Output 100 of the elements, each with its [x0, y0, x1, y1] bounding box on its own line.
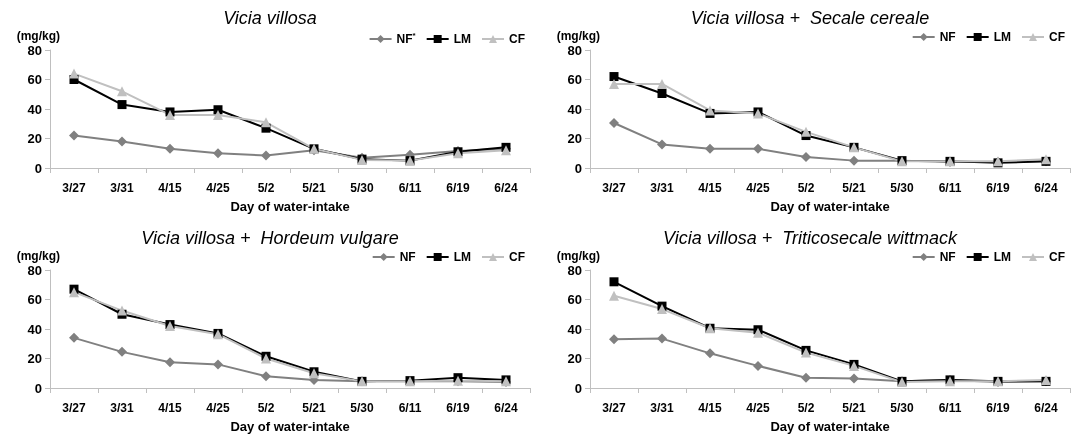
y-tick-label: 40 — [27, 321, 42, 336]
y-axis-title: (mg/kg) — [556, 248, 600, 263]
point — [261, 150, 271, 161]
point — [117, 305, 127, 316]
x-tick-label: 4/15 — [158, 181, 182, 195]
x-axis-title: Day of water-intake — [769, 199, 890, 214]
x-tick-label: 5/21 — [841, 181, 866, 195]
x-axis-title: Day of water-intake — [230, 199, 350, 214]
legend-label: NF — [939, 30, 956, 44]
x-tick-label: 5/30 — [889, 400, 914, 415]
point — [608, 78, 619, 89]
x-axis-title: Day of water-intake — [230, 418, 350, 434]
y-axis-title: (mg/kg) — [16, 29, 60, 43]
x-tick-label: 6/24 — [1033, 181, 1058, 195]
legend-label: CF — [1048, 249, 1065, 264]
legend-label: LM — [993, 30, 1011, 44]
x-tick-label: 6/11 — [398, 400, 422, 415]
point — [213, 109, 223, 120]
x-tick-label: 3/31 — [649, 400, 674, 415]
chart-title: Vicia villosa + Triticosecale wittmack — [662, 227, 958, 248]
x-tick-label: 3/31 — [110, 181, 134, 195]
x-tick-label: 4/25 — [745, 181, 770, 195]
x-tick-label: 5/2 — [797, 400, 815, 415]
legend-label: CF — [509, 249, 525, 264]
x-tick-label: 6/19 — [985, 400, 1010, 415]
legend-label: NF — [399, 249, 416, 264]
x-tick-label: 6/24 — [1033, 400, 1058, 415]
y-tick-label: 20 — [567, 131, 582, 146]
point — [800, 372, 811, 383]
legend-label: LM — [453, 249, 472, 264]
x-tick-label: 3/31 — [649, 181, 674, 195]
point — [848, 155, 859, 166]
x-tick-label: 6/19 — [985, 181, 1010, 195]
y-tick-label: 60 — [27, 291, 42, 307]
x-tick-label: 6/11 — [938, 400, 962, 415]
point — [117, 136, 127, 147]
x-tick-label: 5/30 — [350, 400, 374, 415]
point — [848, 372, 859, 383]
y-tick-label: 80 — [27, 262, 42, 277]
y-axis-title: (mg/kg) — [16, 248, 60, 263]
y-tick-label: 60 — [567, 72, 582, 87]
y-tick-label: 0 — [574, 160, 582, 176]
point — [261, 370, 271, 381]
y-tick-label: 60 — [27, 72, 42, 87]
legend-label: LM — [993, 249, 1011, 264]
y-tick-label: 80 — [567, 262, 582, 277]
point — [609, 72, 618, 82]
x-tick-label: 5/2 — [257, 400, 275, 415]
x-tick-label: 5/21 — [841, 400, 866, 415]
y-tick-label: 20 — [27, 131, 42, 146]
y-tick-label: 0 — [34, 160, 42, 176]
x-tick-label: 3/27 — [62, 400, 86, 415]
x-tick-label: 6/19 — [446, 400, 470, 415]
point — [608, 333, 619, 344]
point — [656, 139, 667, 150]
y-tick-label: 0 — [574, 380, 582, 395]
point — [608, 118, 619, 129]
point — [117, 100, 127, 110]
chart-title: Vicia villosa + Secale cereale — [690, 8, 929, 28]
x-tick-label: 4/25 — [206, 181, 230, 195]
point — [117, 86, 127, 97]
point — [117, 346, 127, 357]
point — [704, 347, 715, 358]
point — [165, 143, 175, 154]
point — [656, 333, 667, 344]
legend-label: LM — [453, 32, 472, 46]
point — [752, 143, 763, 154]
x-tick-label: 3/27 — [601, 400, 626, 415]
legend-label: NF — [939, 249, 956, 264]
point — [261, 117, 271, 128]
x-tick-label: 5/21 — [302, 181, 326, 195]
y-tick-label: 40 — [27, 101, 42, 117]
y-tick-label: 20 — [27, 350, 42, 366]
point — [657, 89, 666, 99]
x-tick-label: 5/2 — [797, 181, 815, 195]
chart-title: Vicia villosa — [223, 8, 317, 28]
point — [69, 332, 79, 343]
point — [800, 126, 811, 137]
point — [752, 327, 763, 338]
x-tick-label: 3/27 — [601, 181, 626, 195]
x-tick-label: 6/11 — [938, 181, 962, 195]
x-tick-label: 5/21 — [302, 400, 326, 415]
y-tick-label: 40 — [567, 101, 582, 117]
y-tick-label: 80 — [27, 42, 42, 58]
point — [656, 78, 667, 89]
chart-title: Vicia villosa + Hordeum vulgare — [141, 227, 399, 248]
x-tick-label: 3/31 — [110, 400, 134, 415]
y-tick-label: 80 — [567, 42, 582, 58]
x-tick-label: 3/27 — [62, 181, 86, 195]
x-tick-label: 4/25 — [745, 400, 770, 415]
point — [213, 148, 223, 159]
x-tick-label: 5/30 — [350, 181, 374, 195]
x-tick-label: 4/15 — [158, 400, 182, 415]
legend-label: CF — [1048, 30, 1065, 44]
y-tick-label: 0 — [34, 380, 42, 395]
point — [704, 143, 715, 154]
point — [609, 276, 618, 286]
point — [752, 360, 763, 371]
y-tick-label: 20 — [567, 350, 582, 366]
legend-label: CF — [509, 32, 525, 46]
